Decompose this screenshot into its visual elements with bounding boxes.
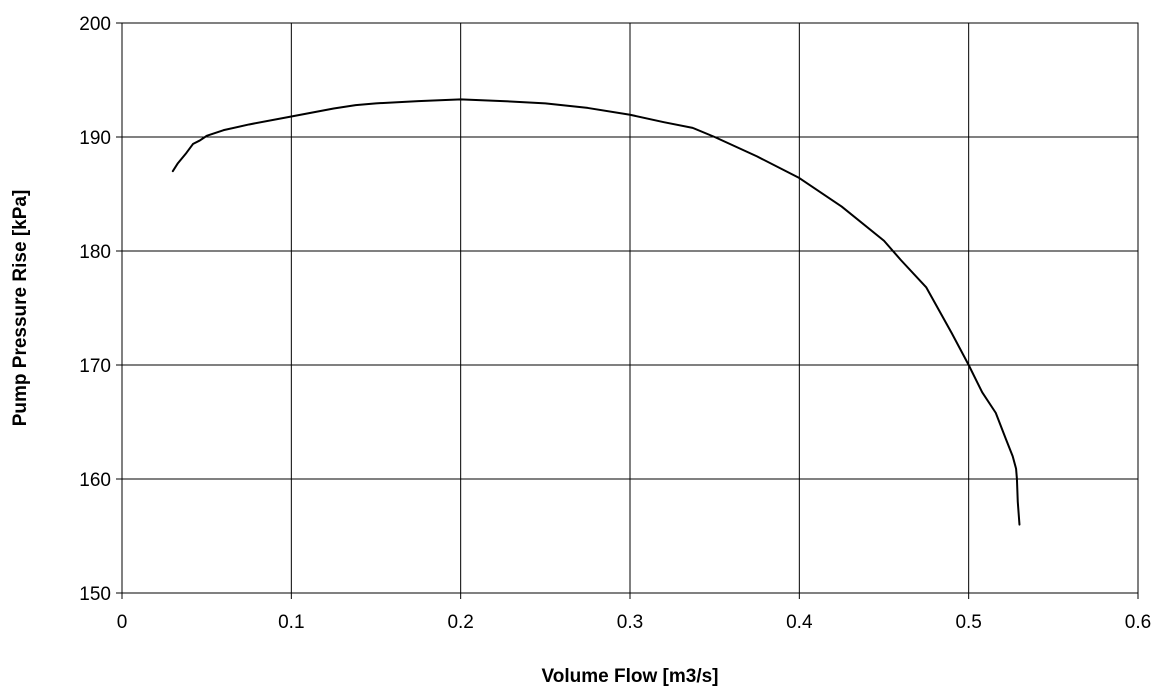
y-tick-label: 200 [79,14,111,35]
tick-labels: 0 0.1 0.2 0.3 0.4 0.5 0.6 150 160 170 180 190 200 [79,14,1151,633]
x-axis-title: Volume Flow [m3/s] [541,666,718,687]
y-tick-label: 160 [79,470,111,491]
y-tick-label: 190 [79,128,111,149]
axis-ticks [116,22,1139,599]
y-tick-label: 170 [79,356,111,377]
x-tick-label: 0 [117,612,128,633]
x-tick-label: 0.3 [617,612,643,633]
x-tick-label: 0.6 [1125,612,1151,633]
x-tick-label: 0.1 [278,612,304,633]
y-tick-label: 150 [79,584,111,605]
series-line-0 [171,98,1021,526]
series-layer [171,98,1021,526]
x-tick-label: 0.4 [786,612,813,633]
x-tick-label: 0.2 [447,612,473,633]
gridlines [122,23,1138,593]
y-axis-title: Pump Pressure Rise [kPa] [10,190,31,427]
y-tick-label: 180 [79,242,111,263]
x-tick-label: 0.5 [955,612,981,633]
